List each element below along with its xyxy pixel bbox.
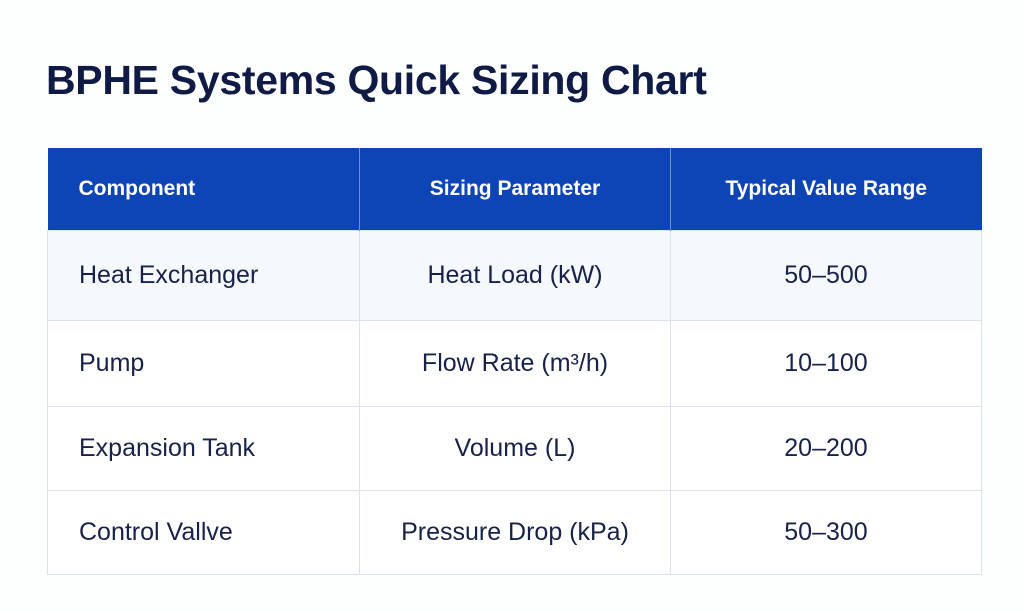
parameter-cell: Volume (L)	[359, 405, 671, 491]
component-cell: Expansion Tank	[47, 405, 360, 491]
table-row: Control Vallve Pressure Drop (kPa) 50–30…	[47, 489, 982, 575]
parameter-cell: Heat Load (kW)	[359, 229, 671, 321]
table-header-row: Component Sizing Parameter Typical Value…	[47, 148, 982, 230]
component-cell: Control Vallve	[47, 489, 360, 575]
table-row: Pump Flow Rate (m³/h) 10–100	[47, 319, 982, 407]
range-cell: 50–500	[670, 229, 982, 321]
parameter-cell: Flow Rate (m³/h)	[359, 319, 671, 407]
range-cell: 50–300	[670, 489, 982, 575]
column-header-component: Component	[78, 176, 196, 200]
sizing-table: Component Sizing Parameter Typical Value…	[47, 148, 982, 575]
column-header-sizing-parameter: Sizing Parameter	[359, 148, 671, 230]
table-row: Heat Exchanger Heat Load (kW) 50–500	[47, 229, 982, 321]
parameter-cell: Pressure Drop (kPa)	[359, 489, 671, 575]
table-row: Expansion Tank Volume (L) 20–200	[47, 405, 982, 491]
column-header-typical-value-range: Typical Value Range	[670, 148, 982, 230]
component-cell: Pump	[47, 319, 360, 407]
range-cell: 10–100	[670, 319, 982, 407]
range-cell: 20–200	[670, 405, 982, 491]
component-cell: Heat Exchanger	[47, 229, 360, 321]
page-title: BPHE Systems Quick Sizing Chart	[46, 57, 707, 103]
